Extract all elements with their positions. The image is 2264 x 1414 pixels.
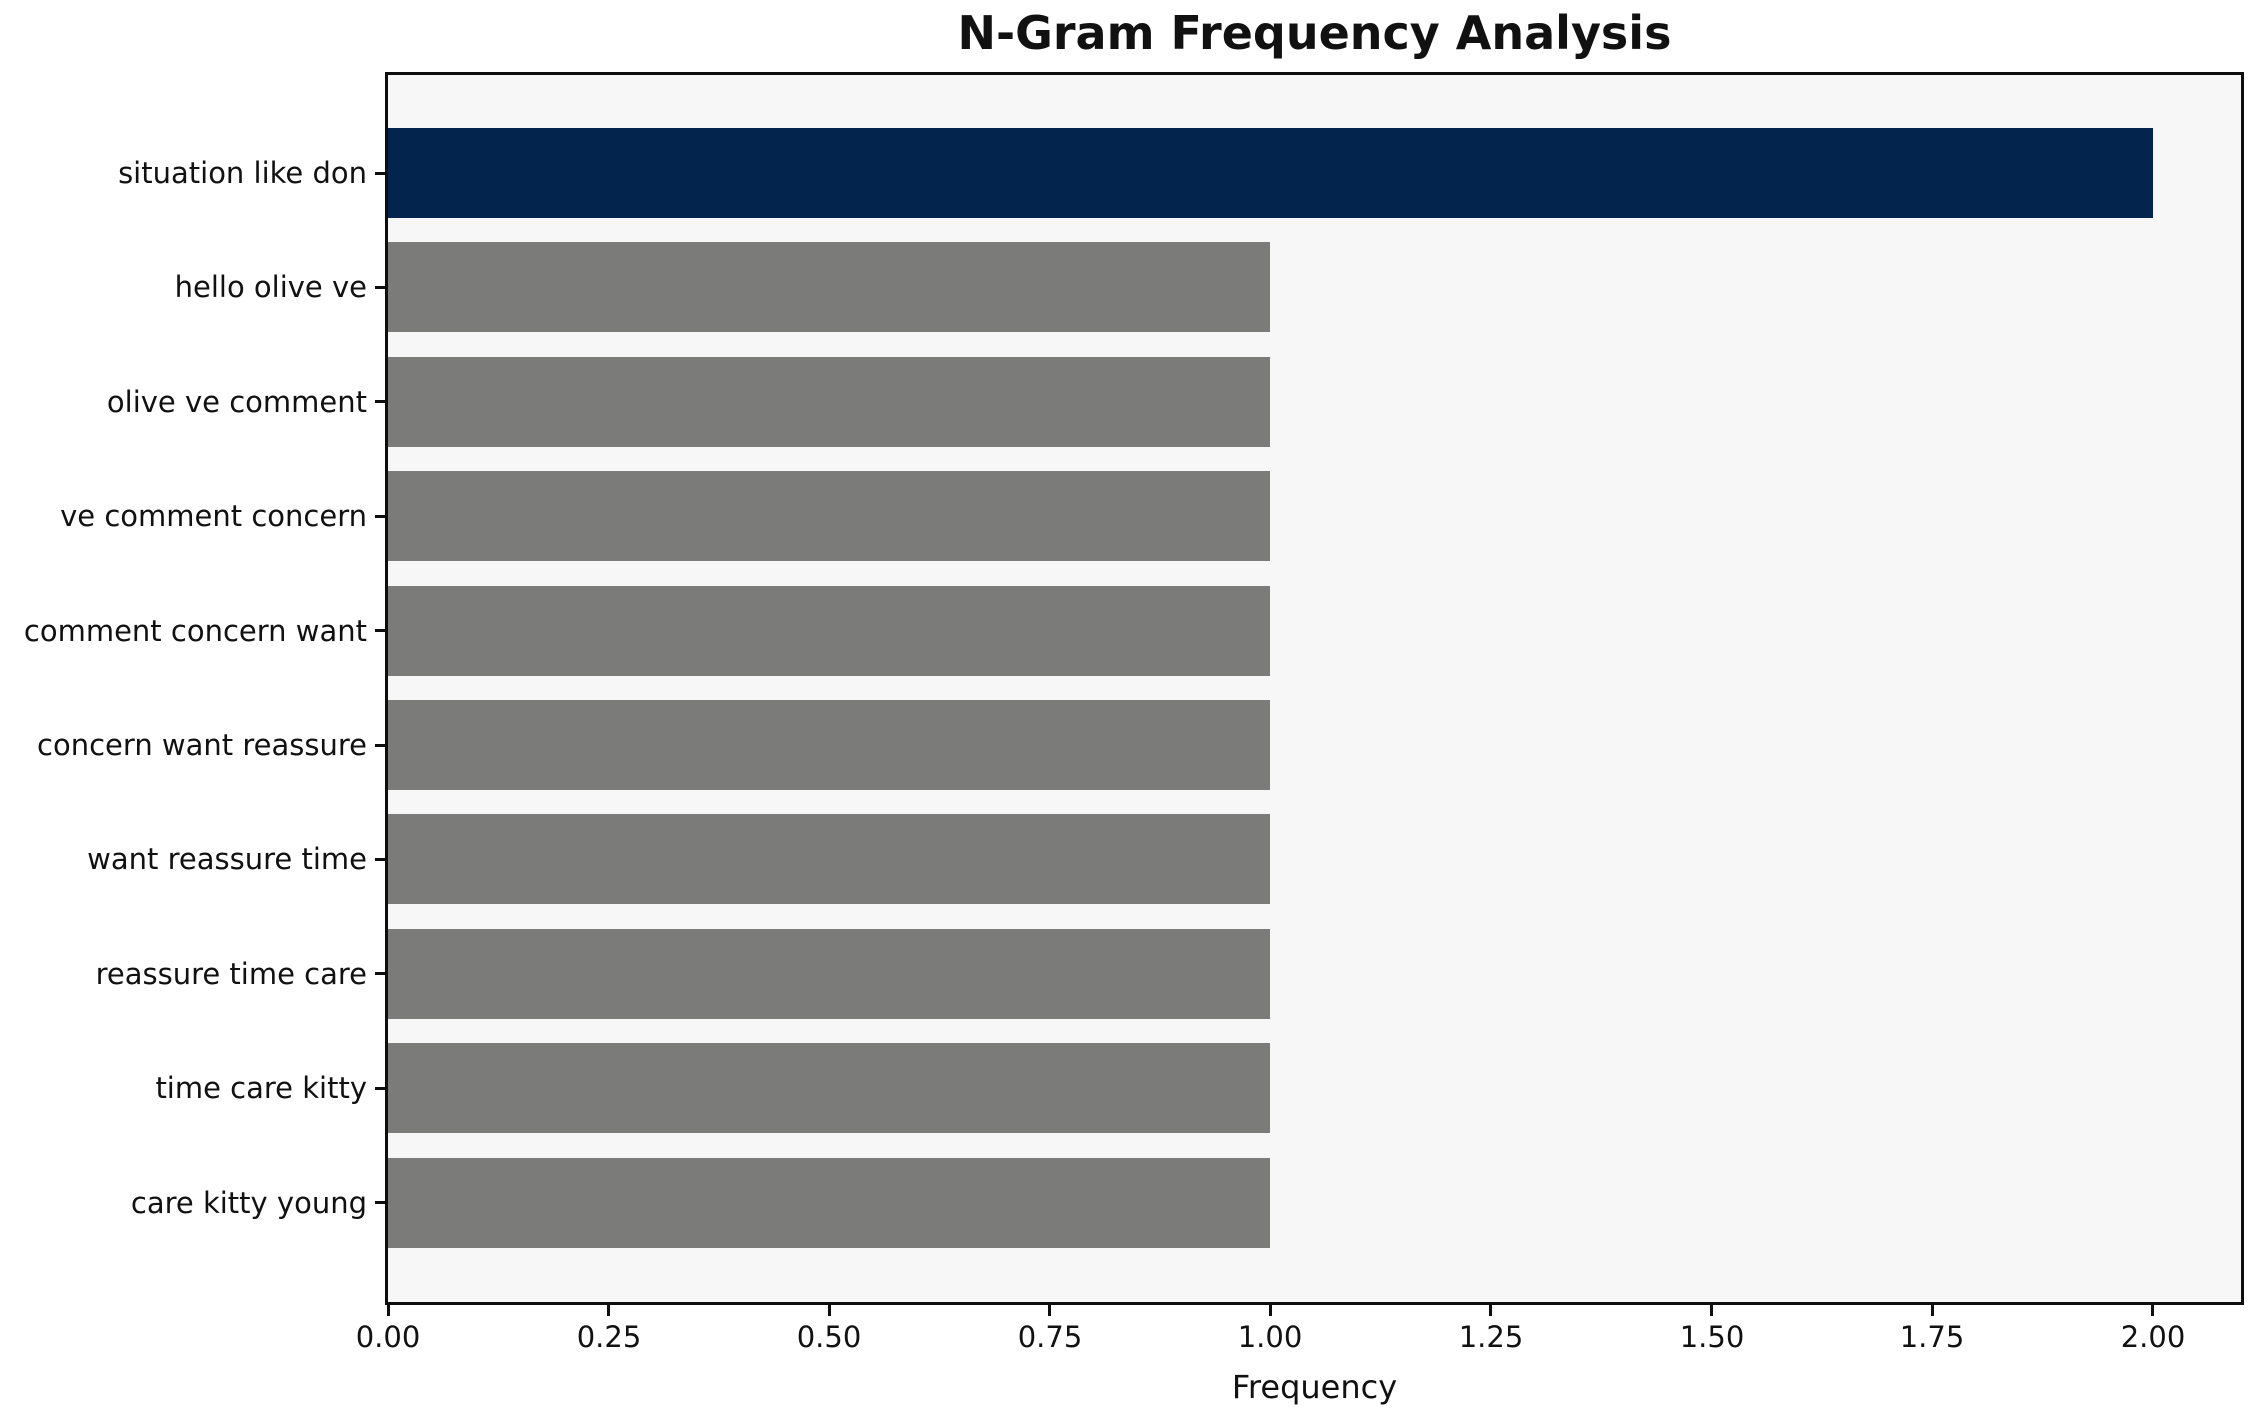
y-tick-mark xyxy=(375,972,385,975)
x-tick-label: 0.25 xyxy=(576,1320,642,1354)
y-tick-mark xyxy=(375,286,385,289)
y-tick-label: reassure time care xyxy=(95,957,367,991)
y-tick-mark xyxy=(375,629,385,632)
x-tick-label: 0.75 xyxy=(1017,1320,1083,1354)
x-tick-label: 1.25 xyxy=(1458,1320,1524,1354)
x-axis-label: Frequency xyxy=(1231,1368,1398,1406)
y-tick-mark xyxy=(375,858,385,861)
y-tick-label: care kitty young xyxy=(130,1186,367,1220)
x-tick-label: 1.50 xyxy=(1679,1320,1745,1354)
y-tick-label: situation like don xyxy=(118,156,367,190)
bar-hello-olive-ve xyxy=(388,242,1271,332)
y-tick-label: concern want reassure xyxy=(37,728,367,762)
bar-situation-like-don xyxy=(388,128,2153,218)
plot-area xyxy=(385,72,2244,1305)
x-tick-mark xyxy=(1710,1305,1713,1316)
x-tick-label: 1.00 xyxy=(1237,1320,1303,1354)
x-tick-mark xyxy=(2151,1305,2154,1316)
y-tick-mark xyxy=(375,400,385,403)
x-tick-mark xyxy=(607,1305,610,1316)
bar-concern-want-reassure xyxy=(388,700,1271,790)
chart-title: N-Gram Frequency Analysis xyxy=(957,6,1672,60)
x-tick-mark xyxy=(1489,1305,1492,1316)
y-tick-label: want reassure time xyxy=(87,842,367,876)
x-tick-mark xyxy=(1269,1305,1272,1316)
y-tick-mark xyxy=(375,1087,385,1090)
y-tick-mark xyxy=(375,744,385,747)
y-tick-label: ve comment concern xyxy=(60,499,367,533)
y-tick-label: time care kitty xyxy=(155,1071,367,1105)
x-tick-label: 0.50 xyxy=(796,1320,862,1354)
x-tick-label: 0.00 xyxy=(355,1320,421,1354)
x-tick-mark xyxy=(1931,1305,1934,1316)
x-tick-mark xyxy=(828,1305,831,1316)
x-tick-label: 2.00 xyxy=(2120,1320,2186,1354)
y-tick-label: olive ve comment xyxy=(106,385,367,419)
bar-reassure-time-care xyxy=(388,929,1271,1019)
x-tick-mark xyxy=(1048,1305,1051,1316)
y-tick-mark xyxy=(375,1201,385,1204)
bar-comment-concern-want xyxy=(388,586,1271,676)
y-tick-mark xyxy=(375,515,385,518)
x-tick-label: 1.75 xyxy=(1899,1320,1965,1354)
y-tick-mark xyxy=(375,172,385,175)
bar-care-kitty-young xyxy=(388,1158,1271,1248)
bar-want-reassure-time xyxy=(388,814,1271,904)
bar-ve-comment-concern xyxy=(388,471,1271,561)
bar-time-care-kitty xyxy=(388,1043,1271,1133)
y-tick-label: comment concern want xyxy=(23,614,367,648)
bar-olive-ve-comment xyxy=(388,357,1271,447)
y-tick-label: hello olive ve xyxy=(174,270,367,304)
x-tick-mark xyxy=(387,1305,390,1316)
